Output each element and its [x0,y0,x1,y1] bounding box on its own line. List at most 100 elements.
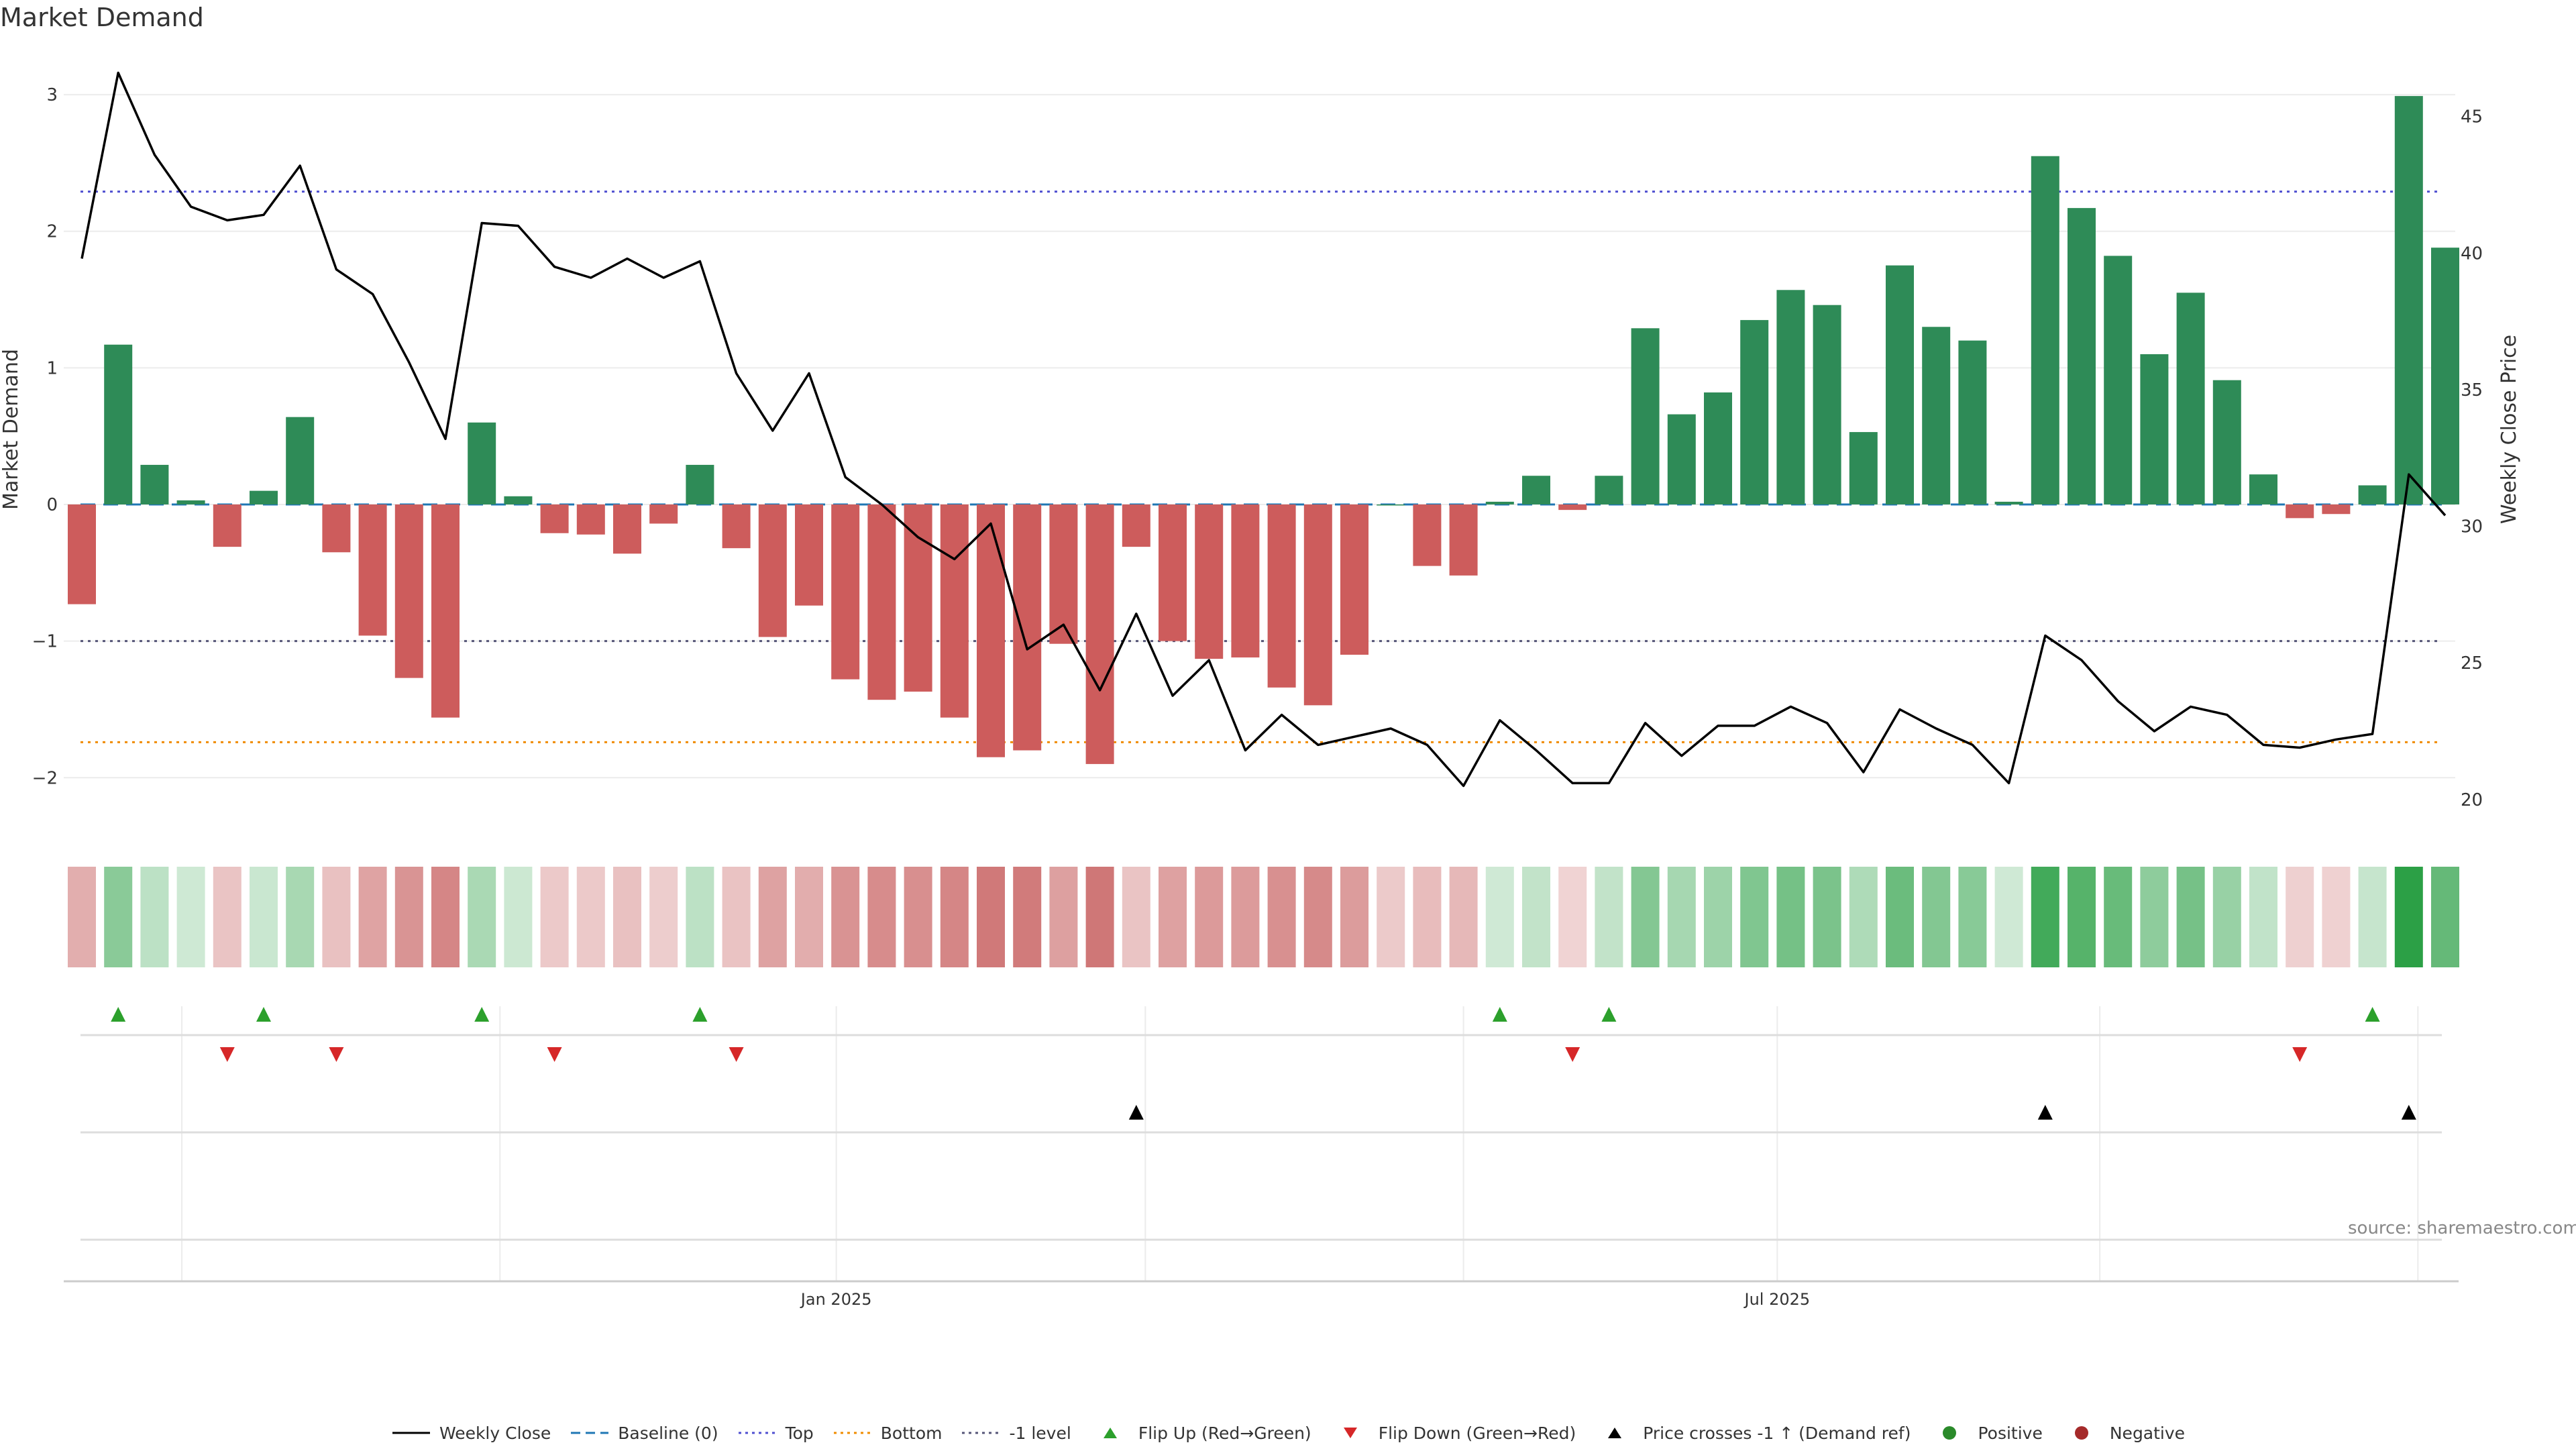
legend-item-baseline: Baseline (0) [570,1423,718,1443]
dotted-line-icon [962,1432,1000,1434]
positive-demand-bar [2104,256,2133,504]
circle-icon [2074,1426,2088,1440]
triangle-down-icon [1343,1428,1357,1438]
heat-strip-cell [250,867,278,967]
heat-strip-cell [649,867,678,967]
heat-strip-cell [2431,867,2459,967]
negative-demand-bar [394,504,423,678]
flip-down-marker [1565,1047,1580,1062]
flip-up-marker [692,1007,708,1022]
legend-item-negative: Negative [2061,1423,2185,1443]
heat-strip-cell [1886,867,1914,967]
legend-label: Top [785,1423,814,1443]
negative-demand-bar [1013,504,1042,751]
positive-demand-bar [1522,476,1550,504]
heat-strip-cell [1449,867,1478,967]
price-cross-marker [2037,1105,2053,1120]
y-right-tick-label: 45 [2461,107,2483,127]
y-tick-label: −2 [32,768,58,788]
negative-demand-bar [940,504,969,718]
flip-up-marker [474,1007,490,1022]
negative-demand-bar [795,504,823,606]
heat-strip-cell [831,867,860,967]
legend-item-bottom: Bottom [833,1423,942,1443]
heat-strip-cell [176,867,205,967]
positive-demand-bar [1704,392,1732,504]
heat-strip-cell [2358,867,2387,967]
positive-demand-bar [2068,208,2096,504]
negative-demand-bar [1303,504,1332,706]
negative-demand-bar [904,504,932,692]
heat-strip-cell [1813,867,1841,967]
heat-strip-cell [504,867,533,967]
negative-demand-bar [613,504,641,554]
triangle-up-icon [1103,1428,1117,1438]
legend-item-weekly-close: Weekly Close [391,1423,551,1443]
positive-demand-bar [2249,474,2277,504]
negative-demand-bar [540,504,569,533]
legend-label: Baseline (0) [618,1423,718,1443]
legend-swatch [1943,1426,1957,1440]
legend-label: Price crosses -1 ↑ (Demand ref) [1643,1423,1911,1443]
price-cross-marker [2401,1105,2416,1120]
heat-strip-cell [2104,867,2133,967]
grid-layer [64,94,2459,1283]
positive-demand-bar [140,464,169,504]
x-tick-label: Jan 2025 [800,1290,872,1309]
positive-demand-bar [2431,248,2459,504]
heat-strip-cell [1303,867,1332,967]
legend-item-flip-down: Flip Down (Green→Red) [1330,1423,1576,1443]
heat-strip-cell [1558,867,1587,967]
heat-strip-cell [1413,867,1442,967]
legend-label: Negative [2109,1423,2186,1443]
heat-strip-cell [468,867,496,967]
legend-swatch [1608,1428,1622,1438]
y-right-tick-label: 30 [2461,517,2483,537]
heat-strip-cell [1849,867,1878,967]
positive-demand-bar [1595,476,1623,504]
positive-demand-bar [176,500,205,504]
negative-demand-bar [1558,504,1587,511]
heat-strip-cell [2176,867,2205,967]
legend-label: Flip Down (Green→Red) [1378,1423,1576,1443]
negative-demand-bar [1122,504,1150,547]
heat-strip-cell [904,867,932,967]
positive-demand-bar [468,422,496,504]
heat-strip-cell [1195,867,1224,967]
positive-demand-bar [1849,432,1878,504]
dotted-line-icon [833,1432,871,1434]
heat-strip-cell [1595,867,1623,967]
heat-strip-cell [2212,867,2241,967]
negative-demand-bar [649,504,678,524]
negative-demand-bar [1413,504,1442,566]
heat-strip-cell [1377,867,1405,967]
heat-strip-cell [1085,867,1114,967]
positive-demand-bar [2212,380,2241,504]
heat-strip-cell [1013,867,1042,967]
y-right-axis-label: Weekly Close Price [2498,335,2521,524]
price-cross-marker [1128,1105,1144,1120]
positive-demand-bar [1994,501,2023,504]
positive-demand-bar [1813,305,1841,504]
triangle-up-icon [1608,1428,1622,1438]
flip-down-marker [547,1047,562,1062]
heat-strip-cell [431,867,460,967]
legend-swatch [2074,1426,2088,1440]
heat-strip-cell [1922,867,1951,967]
heat-strip-cell [2031,867,2059,967]
heat-strip-cell [2394,867,2423,967]
positive-demand-bar [504,496,533,504]
heat-strip-cell [940,867,969,967]
positive-demand-bar [104,344,133,504]
negative-demand-bar [831,504,860,680]
negative-demand-bar [1449,504,1478,576]
heat-strip-cell [977,867,1005,967]
negative-demand-bar [431,504,460,718]
negative-demand-bar [576,504,605,535]
y-right-tick-label: 40 [2461,244,2483,264]
heat-strip-cell [1667,867,1696,967]
negative-demand-bar [1340,504,1368,655]
positive-demand-bar [686,464,714,504]
negative-demand-bar [1231,504,1260,658]
heat-strip [68,867,2459,967]
